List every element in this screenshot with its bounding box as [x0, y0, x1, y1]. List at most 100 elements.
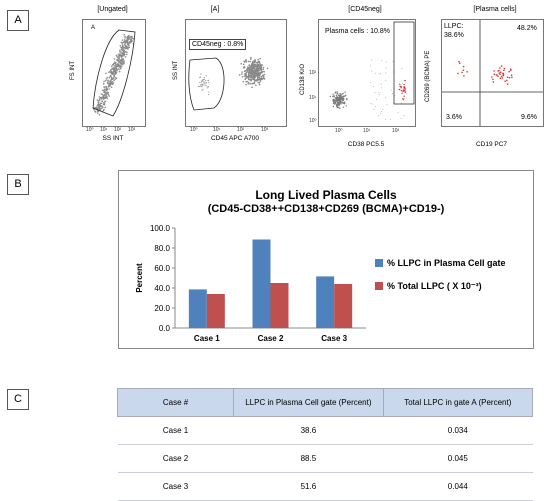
table-cell: Case 3	[117, 472, 234, 501]
event-dot	[97, 110, 100, 113]
event-dot	[110, 73, 113, 75]
event-dot	[207, 79, 209, 81]
plot3-gate-label: Plasma cells : 10.8%	[323, 27, 392, 36]
plot3-title: [CD45neg]	[348, 6, 382, 13]
event-dot	[250, 73, 252, 75]
event-dot	[109, 75, 112, 77]
event-dot	[258, 75, 260, 77]
event-dot	[118, 58, 120, 60]
event-dot	[375, 106, 377, 108]
x-category-label: Case 3	[321, 334, 347, 343]
event-dot	[250, 71, 252, 73]
event-dot	[245, 77, 247, 79]
event-dot	[336, 105, 338, 108]
event-dot	[255, 72, 258, 74]
event-dot	[99, 97, 102, 99]
event-dot	[120, 59, 122, 61]
event-dot	[333, 95, 335, 97]
event-dot	[506, 83, 509, 85]
event-dot	[392, 60, 394, 62]
event-dot	[113, 79, 115, 82]
event-dot	[98, 98, 101, 100]
plot1-gate-label: A	[91, 25, 96, 31]
event-dot	[96, 99, 99, 101]
event-dot	[259, 72, 261, 74]
event-dot	[497, 75, 499, 78]
plot1-tick-2: 10²	[114, 127, 122, 133]
event-dot	[258, 78, 260, 81]
event-dot	[406, 93, 408, 95]
event-dot	[402, 90, 404, 92]
plot2-gate-label: CD45neg : 0.8%	[189, 39, 247, 50]
event-dot	[244, 70, 246, 73]
event-dot	[103, 86, 105, 88]
event-dot	[100, 107, 103, 110]
event-dot	[261, 71, 263, 74]
event-dot	[117, 62, 119, 65]
event-dot	[101, 93, 104, 96]
event-dot	[121, 59, 124, 61]
event-dot	[107, 94, 110, 96]
event-dot	[399, 83, 401, 85]
plot4-xlabel: CD19 PC7	[475, 141, 508, 148]
event-dot	[203, 83, 205, 85]
event-dot	[259, 57, 261, 60]
event-dot	[344, 103, 346, 105]
event-dot	[238, 74, 241, 76]
event-dot	[102, 97, 104, 100]
event-dot	[337, 99, 340, 101]
event-dot	[337, 93, 339, 95]
table-header: Case #	[116, 388, 235, 417]
event-dot	[205, 82, 208, 84]
legend-swatch	[375, 259, 383, 267]
event-dot	[254, 68, 257, 71]
event-dot	[339, 96, 341, 99]
event-dot	[335, 97, 337, 99]
event-dot	[401, 92, 403, 94]
event-dot	[110, 76, 113, 79]
event-dot	[100, 102, 103, 105]
event-dot	[378, 73, 380, 75]
event-dot	[118, 57, 121, 59]
event-dot	[260, 65, 263, 68]
event-dot	[333, 99, 336, 101]
event-dot	[101, 105, 103, 108]
y-axis-label: Percent	[135, 263, 144, 293]
plot3-ytick-1: 10¹	[309, 95, 317, 101]
event-dot	[126, 37, 129, 39]
event-dot	[380, 111, 382, 112]
event-dot	[254, 64, 256, 67]
event-dot	[261, 64, 264, 66]
event-dot	[251, 61, 254, 64]
event-dot	[242, 63, 245, 66]
event-dot	[202, 83, 204, 85]
event-dot	[403, 95, 405, 97]
event-dot	[500, 71, 502, 73]
table-cell: 38.6	[233, 416, 384, 445]
event-dot	[109, 71, 111, 73]
plot4-q-ll: 3.6%	[446, 114, 462, 121]
event-dot	[201, 89, 203, 91]
event-dot	[118, 70, 121, 73]
event-dot	[251, 78, 253, 80]
event-dot	[337, 94, 340, 96]
event-dot	[119, 64, 121, 67]
event-dot	[342, 100, 344, 102]
plot3-xlabel: CD38 PC5.5	[347, 141, 385, 148]
event-dot	[259, 79, 262, 81]
event-dot	[386, 104, 388, 106]
bar-chart-panel: Long Lived Plasma Cells (CD45-CD38++CD13…	[118, 170, 534, 349]
event-dot	[98, 99, 101, 102]
event-dot	[104, 100, 106, 103]
event-dot	[251, 86, 253, 88]
event-dot	[97, 100, 100, 102]
legend-label: % Total LLPC ( X 10⁻³)	[387, 281, 482, 291]
event-dot	[123, 46, 126, 49]
event-dot	[110, 78, 113, 81]
event-dot	[399, 85, 401, 88]
event-dot	[257, 71, 259, 74]
event-dot	[458, 60, 460, 63]
event-dot	[382, 109, 384, 111]
plot1-tick-1: 10¹	[100, 127, 108, 133]
event-dot	[398, 88, 400, 91]
